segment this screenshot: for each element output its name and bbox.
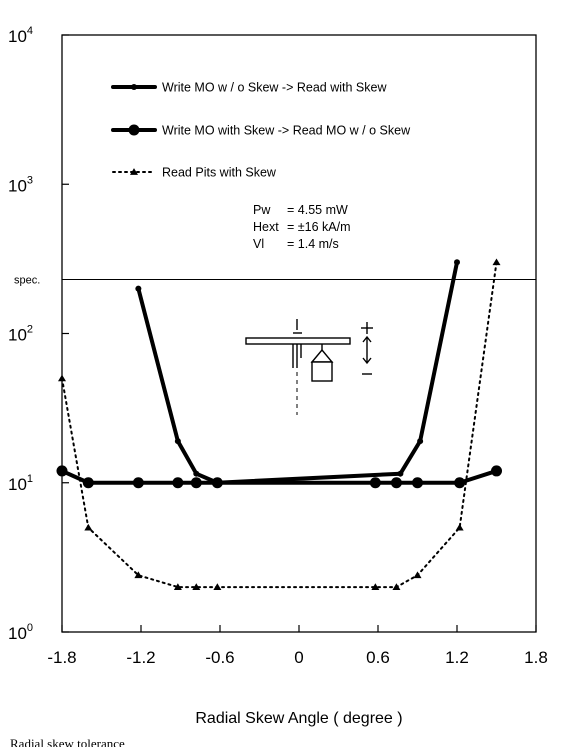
data-point — [454, 259, 460, 266]
data-point — [454, 477, 466, 489]
parameter-name: Vl — [253, 237, 264, 251]
series-line — [61, 261, 498, 589]
parameters-box: Pw = 4.55 mW Hext = ±16 kA/m Vl = 1.4 m/s — [253, 203, 350, 251]
series-line — [60, 468, 499, 485]
data-point — [84, 523, 93, 531]
skew-schematic-icon — [245, 319, 373, 415]
parameter-value: = ±16 kA/m — [287, 220, 350, 234]
y-tick-label: 101 — [8, 473, 33, 494]
x-tick-label: 0.6 — [366, 648, 390, 667]
spec-label: spec. — [14, 275, 40, 287]
data-point — [211, 477, 223, 489]
data-point — [413, 571, 422, 579]
legend-item-1: Write MO w / o Skew -> Read with Skew — [111, 81, 387, 95]
data-point — [190, 477, 202, 489]
data-point — [192, 583, 201, 590]
legend: Write MO w / o Skew -> Read with Skew Wri… — [111, 81, 411, 180]
data-point — [371, 583, 380, 590]
legend-label: Read Pits with Skew — [162, 166, 277, 180]
data-point — [492, 258, 501, 266]
legend-swatch-marker — [130, 168, 138, 175]
data-point — [193, 470, 200, 477]
data-point — [173, 583, 182, 590]
data-point — [132, 477, 144, 489]
y-tick-label: 100 — [8, 622, 33, 643]
data-point — [58, 374, 66, 382]
data-point — [174, 438, 181, 445]
data-point — [412, 477, 423, 489]
legend-item-3: Read Pits with Skew — [112, 166, 277, 180]
spec-line-group: spec. — [14, 275, 536, 287]
parameter-value: = 1.4 m/s — [287, 237, 339, 251]
series-layer — [56, 258, 502, 590]
data-point — [134, 571, 143, 579]
legend-item-2: Write MO with Skew -> Read MO w / o Skew — [111, 124, 411, 138]
x-tick-label: -1.8 — [47, 648, 76, 667]
legend-label: Write MO with Skew -> Read MO w / o Skew — [162, 124, 411, 138]
data-point — [213, 583, 222, 590]
axes: -1.8 -1.2 -0.6 0 0.6 1.2 1.8 100 101 102 103 104 — [8, 25, 548, 667]
legend-label: Write MO w / o Skew -> Read with Skew — [162, 81, 387, 95]
data-point — [390, 477, 402, 489]
figure-caption: Radial skew tolerance — [10, 736, 125, 747]
data-point — [369, 477, 381, 489]
data-point — [172, 477, 184, 489]
y-tick-label: 102 — [8, 324, 33, 345]
x-tick-label: 1.8 — [524, 648, 548, 667]
parameter-name: Pw — [253, 203, 271, 217]
parameter-name: Hext — [253, 220, 279, 234]
data-point — [135, 285, 142, 292]
x-tick-label: -0.6 — [205, 648, 234, 667]
data-point — [455, 523, 464, 531]
legend-swatch-marker — [128, 124, 140, 136]
series-3 — [58, 258, 501, 590]
data-point — [56, 465, 68, 477]
series-2 — [56, 465, 502, 489]
data-point — [491, 465, 502, 477]
x-tick-label: 1.2 — [445, 648, 469, 667]
x-axis-label: Radial Skew Angle ( degree ) — [195, 710, 402, 727]
series-1 — [135, 259, 460, 486]
data-point — [397, 470, 404, 477]
x-tick-label: -1.2 — [126, 648, 155, 667]
x-tick-label: 0 — [294, 648, 303, 667]
y-tick-label: 103 — [8, 174, 33, 195]
parameter-value: = 4.55 mW — [287, 203, 348, 217]
data-point — [392, 583, 401, 590]
legend-swatch-marker — [131, 84, 137, 90]
y-tick-label: 104 — [8, 25, 33, 46]
data-point — [417, 438, 424, 445]
data-point — [82, 477, 94, 489]
series-line — [136, 260, 459, 485]
